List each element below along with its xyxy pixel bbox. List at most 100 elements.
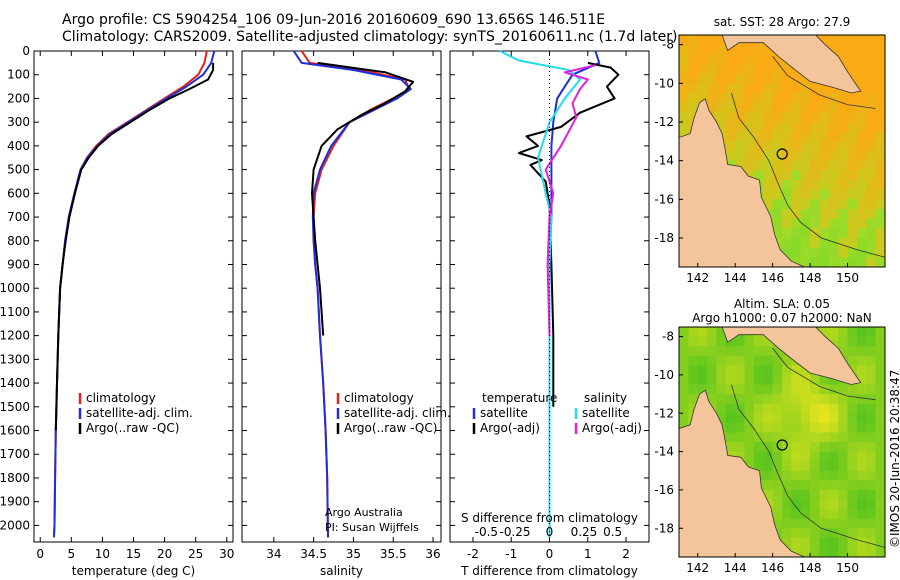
xtick-label-salinity-0: 34 <box>266 547 281 561</box>
map-cell <box>847 64 858 75</box>
map-cell <box>810 199 821 210</box>
map-cell <box>828 461 839 472</box>
xtick-label-temperature-5: 25 <box>188 547 203 561</box>
map-cell <box>866 209 877 220</box>
map-cell <box>697 384 708 395</box>
map-cell <box>800 170 811 181</box>
map-cell <box>856 131 867 142</box>
map-cell <box>875 547 885 557</box>
map-cell <box>866 489 877 501</box>
map-cell <box>782 432 792 443</box>
map-cell <box>838 413 849 424</box>
map-cell <box>866 451 877 462</box>
map-cell <box>810 461 821 472</box>
map-ytick-label-0-3: -14 <box>654 154 674 168</box>
map-cell <box>725 73 736 84</box>
map-cell <box>763 189 774 200</box>
map-cell <box>875 35 885 46</box>
map-cell <box>847 413 858 424</box>
map-cell <box>753 365 764 376</box>
map-cell <box>707 35 718 46</box>
map-cell <box>763 170 774 181</box>
map-cell <box>828 257 839 267</box>
map-cell <box>810 257 821 267</box>
map-cell <box>866 365 877 376</box>
map-cell <box>679 403 689 414</box>
map-cell <box>800 218 811 229</box>
map-cell <box>819 218 830 229</box>
s-tick-label-1: -0.25 <box>500 525 531 539</box>
map-cell <box>679 64 689 75</box>
map-cell <box>697 346 708 357</box>
map-subtitle-sla_map: Argo h1000: 0.07 h2000: NaN <box>692 311 872 325</box>
map-cell <box>763 365 774 376</box>
ytick-label-20: 2000 <box>0 518 30 532</box>
map-cell <box>819 93 830 104</box>
xtick-label-temperature-1: 5 <box>67 547 75 561</box>
legend-label-ds-sat: satellite <box>582 406 630 420</box>
map-cell <box>875 141 885 152</box>
map-cell <box>810 432 821 443</box>
map-cell <box>866 170 877 181</box>
map-cell <box>866 384 877 395</box>
map-cell <box>744 442 755 453</box>
map-cell <box>772 518 783 529</box>
map-cell <box>856 365 867 376</box>
map-cell <box>679 336 689 347</box>
map-cell <box>838 518 849 529</box>
map-cell <box>800 122 811 133</box>
map-cell <box>856 257 867 267</box>
map-cell <box>707 374 718 386</box>
map-cell <box>828 422 839 433</box>
map-cell <box>810 413 821 424</box>
map-cell <box>800 160 811 171</box>
map-cell <box>856 122 867 133</box>
map-cell <box>763 394 774 405</box>
map-cell <box>810 422 821 433</box>
map-cell <box>838 54 849 65</box>
map-cell <box>866 151 877 162</box>
map-title-sla_map: Altim. SLA: 0.05 <box>734 297 830 311</box>
map-cell <box>819 499 830 510</box>
map-cell <box>772 422 783 433</box>
map-cell <box>725 131 736 142</box>
map-cell <box>810 547 821 557</box>
map-cell <box>856 35 867 46</box>
map-cell <box>782 112 792 123</box>
map-cell <box>772 480 783 491</box>
map-cell <box>866 44 877 55</box>
map-cell <box>791 470 802 481</box>
map-ytick-label-0-1: -10 <box>654 76 674 90</box>
map-cell <box>735 83 746 94</box>
map-cell <box>856 384 867 395</box>
map-cell <box>847 209 858 220</box>
map-cell <box>838 480 849 491</box>
map-cell <box>828 547 839 557</box>
map-cell <box>725 64 736 75</box>
map-cell <box>791 461 802 472</box>
map-cell <box>800 403 811 414</box>
map-cell <box>856 394 867 405</box>
map-cell <box>791 228 802 239</box>
map-cell <box>735 384 746 395</box>
map-cell <box>791 102 802 113</box>
map-cell <box>810 131 821 142</box>
map-cell <box>707 83 718 94</box>
map-cell <box>782 160 792 171</box>
map-cell <box>800 199 811 210</box>
map-cell <box>856 73 867 84</box>
map-cell <box>744 451 755 462</box>
map-cell <box>810 170 821 181</box>
map-cell <box>725 432 736 443</box>
map-cell <box>819 384 830 395</box>
map-cell <box>856 461 867 472</box>
map-cell <box>838 189 849 200</box>
map-cell <box>800 432 811 443</box>
map-cell <box>847 509 858 520</box>
map-cell <box>819 35 830 46</box>
map-cell <box>838 537 849 548</box>
map-cell <box>800 470 811 481</box>
map-cell <box>679 35 689 46</box>
map-cell <box>847 180 858 191</box>
series-salinity-1 <box>292 50 412 538</box>
